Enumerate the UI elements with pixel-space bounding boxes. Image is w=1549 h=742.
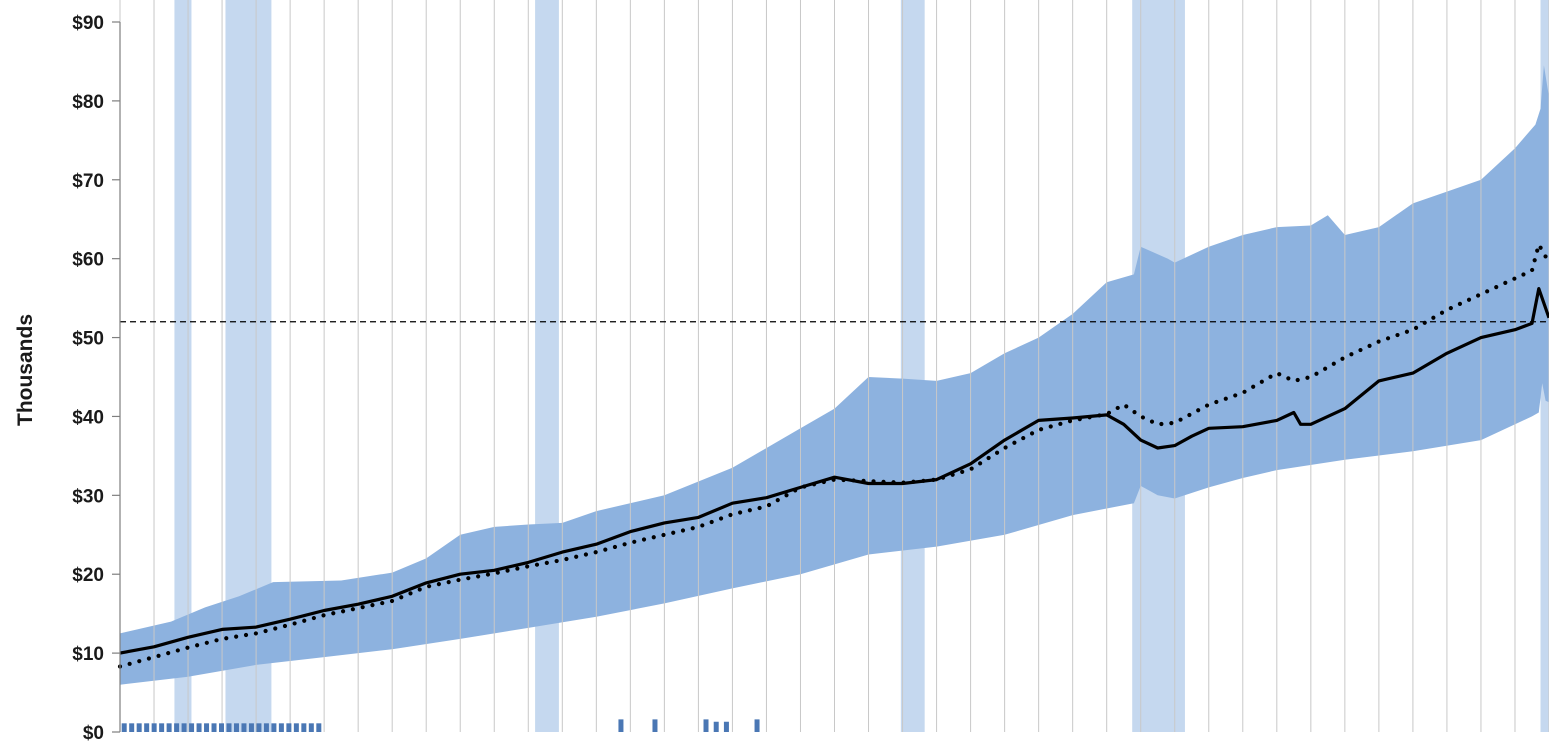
y-axis-title: Thousands — [14, 314, 37, 426]
bottom-marker-6 — [166, 723, 172, 732]
shaded-period-0 — [174, 0, 192, 732]
y-tick-label-1: $10 — [72, 644, 104, 665]
bottom-marker-16 — [241, 723, 247, 732]
y-tick-label-2: $20 — [72, 565, 104, 586]
bottom-marker-22 — [286, 723, 292, 732]
series-line-solid — [119, 287, 1549, 655]
y-axis — [112, 21, 121, 733]
bottom-marker-5 — [159, 723, 165, 732]
series-line-dotted — [117, 242, 1549, 669]
bottom-marker-17 — [248, 723, 254, 732]
bottom-marker-21 — [278, 723, 284, 732]
y-tick-label-3: $30 — [72, 486, 104, 507]
bottom-marker-31 — [723, 721, 729, 732]
series-lines — [117, 242, 1549, 669]
bottom-marker-20 — [271, 723, 277, 732]
bottom-markers — [121, 719, 760, 732]
y-tick-label-0: $0 — [83, 723, 104, 742]
bottom-marker-2 — [136, 723, 142, 732]
bottom-marker-14 — [226, 723, 232, 732]
bottom-marker-23 — [293, 723, 299, 732]
bottom-marker-7 — [174, 723, 180, 732]
y-tick-labels: $0 $10 $20 $30 $40 $50 $60 $70 $80 $90 — [72, 13, 104, 742]
bottom-marker-11 — [204, 723, 210, 732]
bottom-marker-1 — [129, 723, 135, 732]
bottom-marker-19 — [263, 723, 269, 732]
bottom-marker-25 — [308, 723, 314, 732]
bottom-marker-18 — [256, 723, 262, 732]
y-tick-label-5: $50 — [72, 329, 104, 350]
bottom-marker-9 — [189, 723, 195, 732]
y-tick-label-6: $60 — [72, 250, 104, 271]
bottom-marker-3 — [144, 723, 150, 732]
y-tick-label-7: $70 — [72, 171, 104, 192]
bottom-marker-29 — [703, 719, 709, 732]
bottom-marker-12 — [211, 723, 217, 732]
bottom-marker-4 — [151, 723, 157, 732]
bottom-marker-24 — [301, 723, 307, 732]
bottom-marker-26 — [316, 723, 322, 732]
bottom-marker-13 — [219, 723, 225, 732]
y-tick-label-4: $40 — [72, 407, 104, 428]
bottom-marker-30 — [713, 721, 719, 732]
bottom-marker-15 — [233, 723, 239, 732]
shaded-period-3 — [900, 0, 925, 732]
bottom-marker-10 — [196, 723, 202, 732]
bottom-marker-27 — [618, 719, 624, 732]
bottom-marker-28 — [652, 719, 658, 732]
y-tick-label-9: $90 — [72, 13, 104, 34]
y-tick-label-8: $80 — [72, 92, 104, 113]
bottom-marker-0 — [121, 723, 127, 732]
bottom-marker-8 — [181, 723, 187, 732]
bottom-marker-32 — [754, 719, 760, 732]
